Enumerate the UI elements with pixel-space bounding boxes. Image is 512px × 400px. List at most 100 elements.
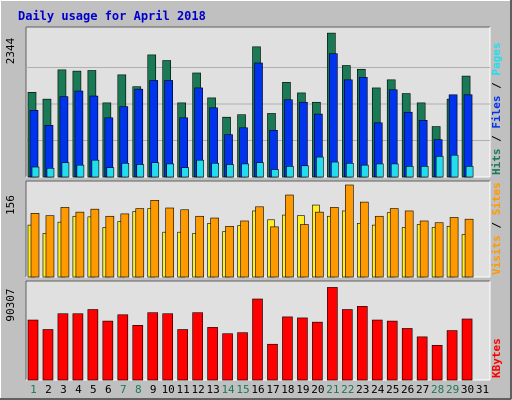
pages-bar-day-6 (106, 167, 115, 178)
pages-bar-day-3 (61, 162, 70, 178)
kbytes-bar-day-23 (356, 306, 368, 381)
kbytes-bar-day-12 (192, 312, 203, 381)
files-bar-day-16 (254, 62, 263, 178)
pages-bar-day-5 (91, 159, 100, 178)
pages-bar-day-8 (136, 164, 145, 178)
x-tick-day-25: 25 (386, 383, 399, 396)
pages-bar-day-23 (360, 164, 369, 178)
x-tick-day-10: 10 (162, 383, 175, 396)
pages-bar-day-24 (375, 163, 384, 178)
kbytes-bar-day-3 (57, 313, 69, 381)
visits-bar-day-7 (120, 213, 130, 278)
y-max-label-1: 2344 (4, 37, 17, 64)
visits-bar-day-3 (60, 207, 70, 278)
x-tick-day-27: 27 (416, 383, 429, 396)
pages-bar-day-17 (271, 169, 279, 178)
pages-bar-day-12 (196, 159, 204, 178)
x-tick-day-24: 24 (371, 383, 385, 396)
x-tick-day-4: 4 (75, 383, 82, 396)
pages-bar-day-11 (181, 167, 189, 178)
pages-bar-day-7 (121, 162, 130, 178)
kbytes-bar-day-17 (267, 343, 278, 381)
x-tick-day-8: 8 (135, 383, 142, 396)
visits-bar-day-28 (434, 222, 444, 278)
visits-bar-day-18 (285, 194, 294, 278)
files-bar-day-8 (134, 88, 144, 178)
visits-bar-day-30 (464, 218, 474, 278)
legend-middle-part-2: Sites (490, 182, 503, 215)
kbytes-bar-day-7 (117, 314, 129, 381)
x-tick-day-14: 14 (221, 383, 235, 396)
kbytes-bar-day-15 (237, 332, 248, 381)
legend-top: Hits / Files / Pages (490, 43, 503, 176)
kbytes-bar-day-9 (147, 312, 159, 381)
kbytes-bar-day-8 (132, 324, 144, 381)
y-max-label-3: 90307 (4, 288, 17, 321)
x-tick-day-29: 29 (446, 383, 459, 396)
x-tick-day-20: 20 (311, 383, 324, 396)
x-tick-day-5: 5 (90, 383, 97, 396)
visits-bar-day-21 (330, 207, 339, 278)
kbytes-bar-day-30 (461, 318, 473, 381)
visits-bar-day-24 (374, 215, 384, 278)
x-tick-day-13: 13 (206, 383, 219, 396)
kbytes-bar-day-18 (282, 316, 293, 381)
kbytes-bar-day-24 (371, 319, 383, 381)
visits-bar-day-6 (105, 215, 115, 278)
visits-bar-day-22 (345, 184, 354, 278)
pages-bar-day-10 (166, 163, 175, 178)
pages-bar-day-28 (435, 156, 444, 178)
legend-top-part-0: Hits (490, 149, 503, 176)
legend-top-part-2: Files (490, 96, 503, 129)
kbytes-bar-day-27 (416, 336, 428, 381)
kbytes-bar-day-14 (222, 333, 233, 381)
pages-bar-day-20 (316, 156, 324, 178)
visits-bar-day-27 (419, 220, 429, 278)
visits-bar-day-4 (75, 211, 85, 278)
x-tick-day-28: 28 (431, 383, 444, 396)
files-bar-day-18 (284, 99, 293, 178)
kbytes-bar-day-29 (446, 330, 458, 381)
kbytes-bar-day-5 (87, 309, 99, 381)
kbytes-bar-day-20 (312, 321, 323, 381)
pages-bar-day-18 (286, 166, 294, 178)
kbytes-bar-day-11 (177, 329, 188, 381)
x-tick-day-3: 3 (60, 383, 67, 396)
visits-bar-day-1 (30, 213, 40, 278)
visits-bar-day-20 (315, 211, 324, 278)
visits-bar-day-9 (150, 200, 160, 278)
legend-bottom-part-0: KBytes (490, 338, 503, 378)
pages-bar-day-22 (346, 162, 354, 178)
x-tick-day-9: 9 (150, 383, 157, 396)
x-tick-day-23: 23 (356, 383, 369, 396)
x-tick-day-18: 18 (281, 383, 294, 396)
x-tick-day-6: 6 (105, 383, 112, 396)
visits-bar-day-14 (225, 225, 234, 278)
kbytes-bar-day-28 (431, 344, 443, 381)
legend-middle-part-1: / (490, 215, 503, 235)
visits-bar-day-26 (404, 210, 414, 278)
chart-title: Daily usage for April 2018 (18, 9, 206, 23)
kbytes-bar-day-2 (42, 329, 54, 381)
files-bar-day-21 (329, 53, 338, 178)
pages-bar-day-2 (46, 167, 55, 178)
x-tick-day-12: 12 (192, 383, 205, 396)
x-tick-day-1: 1 (30, 383, 37, 396)
pages-bar-day-4 (76, 164, 85, 178)
kbytes-bar-day-13 (207, 327, 218, 381)
visits-bar-day-11 (180, 209, 189, 278)
visits-bar-day-10 (165, 207, 175, 278)
visits-bar-day-15 (240, 220, 249, 278)
visits-bar-day-25 (389, 208, 399, 278)
files-bar-day-23 (358, 77, 368, 178)
visits-bar-day-8 (135, 208, 145, 278)
visits-bar-day-2 (45, 215, 55, 278)
legend-middle: Visits / Sites (490, 182, 503, 275)
x-tick-day-16: 16 (251, 383, 264, 396)
kbytes-bar-day-1 (27, 319, 39, 381)
pages-bar-day-13 (211, 162, 219, 178)
files-bar-day-4 (74, 90, 84, 178)
visits-bar-day-29 (449, 217, 459, 278)
legend-bottom: KBytes (490, 338, 503, 378)
